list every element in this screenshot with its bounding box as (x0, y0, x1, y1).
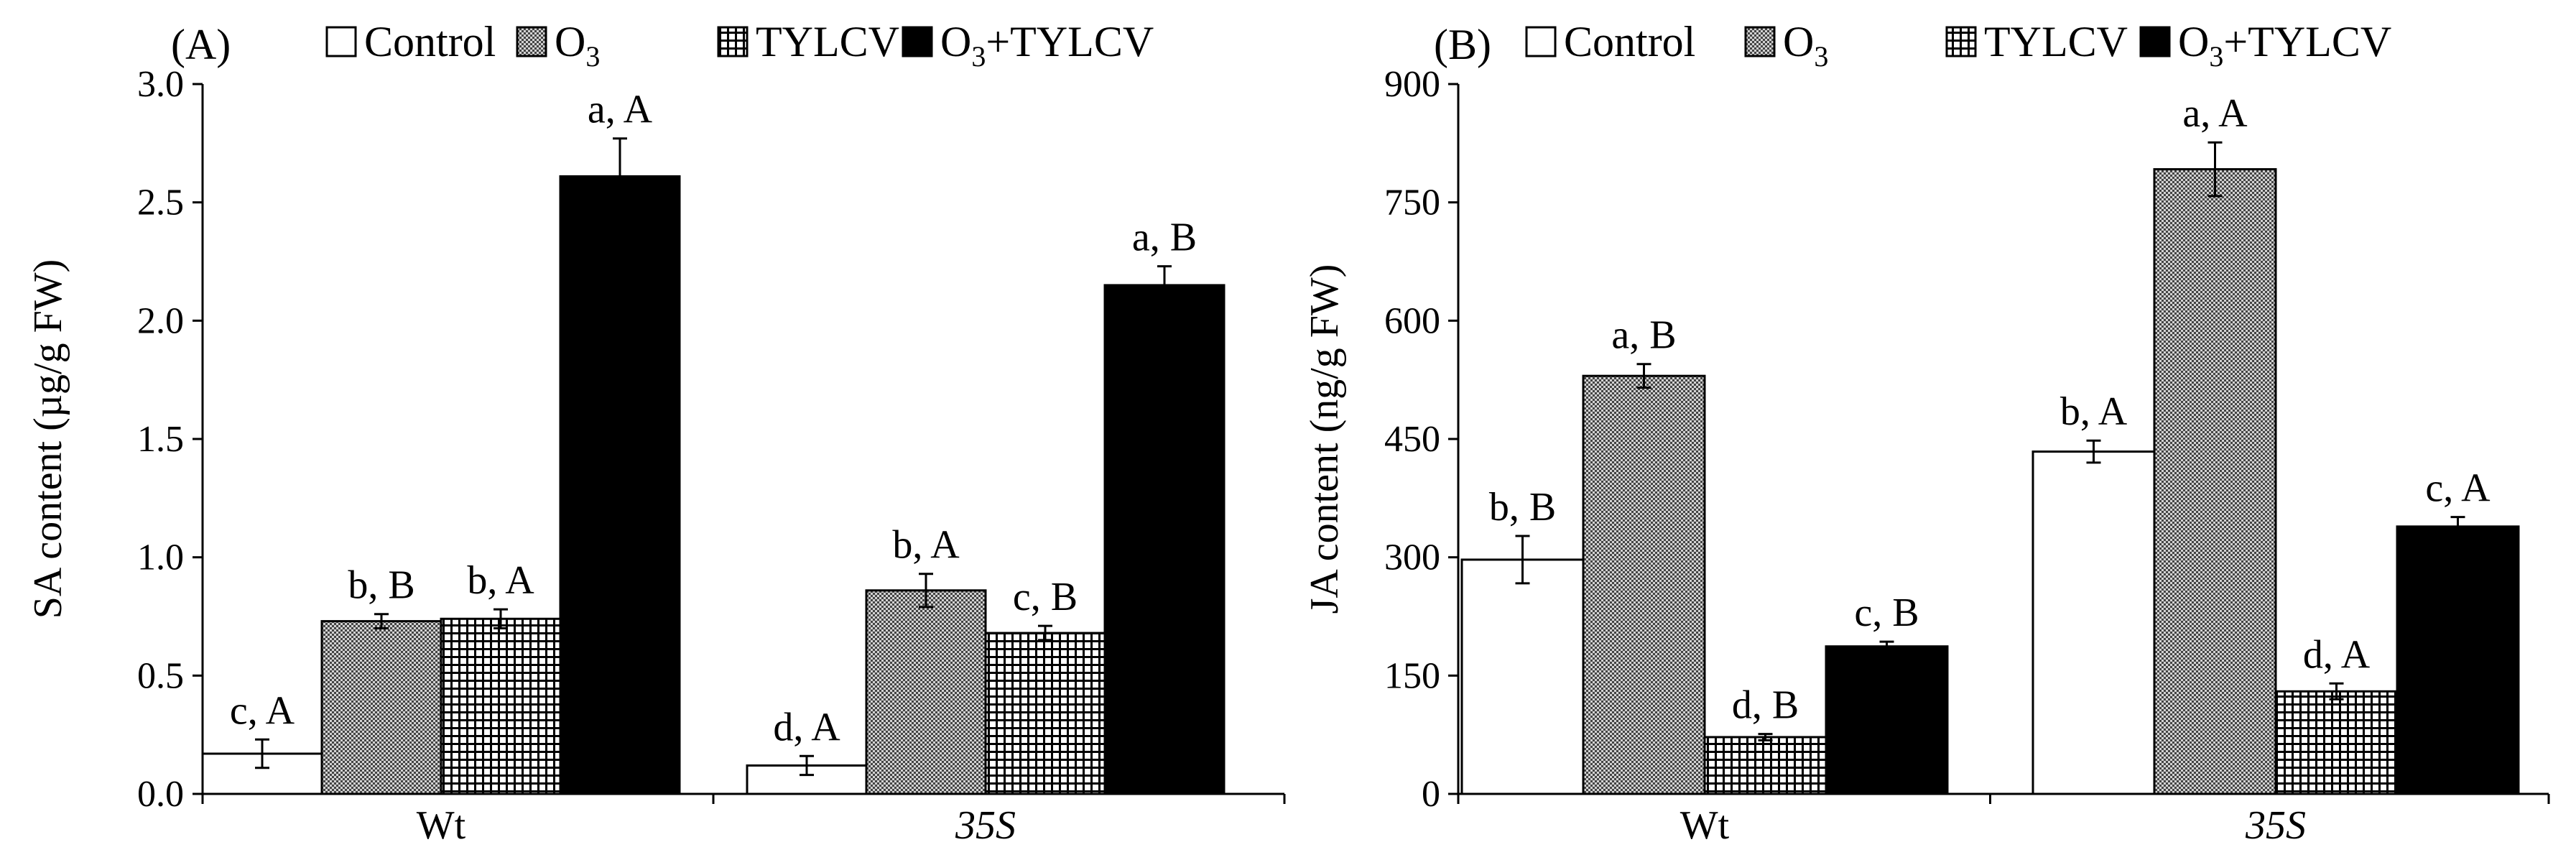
x-category-label: 35S (955, 803, 1016, 848)
legend-label: O3+TYLCV (2178, 18, 2391, 73)
bar (1703, 736, 1827, 795)
y-axis-label: SA content (µg/g FW) (26, 259, 70, 619)
data-label: b, A (892, 523, 960, 568)
data-label: b, B (1489, 485, 1556, 530)
legend-label: O3 (1783, 18, 1828, 73)
bar (1582, 374, 1706, 795)
legend-swatch (717, 26, 749, 57)
legend-swatch (1525, 26, 1557, 57)
y-axis-label: JA content (ng/g FW) (1302, 264, 1347, 614)
y-tick-label: 3.0 (137, 64, 184, 105)
x-category-label: Wt (417, 803, 466, 848)
data-label: a, B (1132, 216, 1197, 260)
y-tick-label: 0.0 (137, 774, 184, 815)
bar (2153, 168, 2277, 795)
bar (1103, 284, 1226, 795)
y-tick-label: 1.5 (137, 419, 184, 460)
data-label: b, A (2060, 389, 2128, 434)
legend-label: O3+TYLCV (940, 18, 1154, 73)
data-label: d, A (2303, 632, 2371, 677)
bar (440, 617, 562, 795)
legend-swatch (1945, 26, 1977, 57)
legend-swatch (1744, 26, 1776, 57)
data-label: b, B (348, 563, 414, 608)
panel-label: (B) (1434, 21, 1491, 68)
panel-a: SA content (µg/g FW) 0.0 0.5 1.0 1.5 2.0 2.5 3.… (26, 18, 1286, 848)
y-tick-label: 450 (1384, 419, 1440, 460)
data-label: a, B (1611, 313, 1676, 358)
y-tick-label: 750 (1384, 182, 1440, 223)
y-tick-label: 600 (1384, 300, 1440, 341)
y-tick-label: 2.5 (137, 182, 184, 223)
data-label: a, A (2182, 91, 2248, 136)
y-tick-label: 0.5 (137, 655, 184, 696)
bar (984, 632, 1106, 795)
x-category-label: Wt (1680, 803, 1730, 848)
bar (865, 589, 987, 795)
data-label: d, B (1732, 683, 1799, 728)
bar (2031, 450, 2156, 795)
data-label: d, A (773, 705, 840, 749)
legend-label: TYLCV (1984, 18, 2128, 65)
panel-label: (A) (171, 21, 231, 68)
data-label: c, A (230, 688, 295, 733)
bar (320, 620, 443, 795)
y-tick-label: 900 (1384, 64, 1440, 105)
y-tick-label: 2.0 (137, 300, 184, 341)
y-tick-label: 300 (1384, 537, 1440, 578)
data-label: b, A (467, 558, 534, 603)
bar (1460, 558, 1585, 795)
legend-label: Control (364, 18, 496, 65)
y-tick-label: 0 (1422, 774, 1440, 815)
bar (2274, 690, 2399, 795)
legend-swatch (325, 26, 357, 57)
panel-b: JA content (ng/g FW) 0 150 300 450 600 750 900 b… (1302, 18, 2550, 848)
data-label: a, A (588, 88, 653, 132)
data-label: c, B (1854, 591, 1919, 635)
y-tick-label: 1.0 (137, 537, 184, 578)
bar (1825, 645, 1949, 795)
legend-swatch (516, 26, 547, 57)
bar (559, 175, 681, 795)
bar (2396, 525, 2520, 795)
x-category-label: 35S (2245, 803, 2306, 848)
data-label: c, B (1013, 575, 1078, 619)
legend-swatch (2139, 26, 2171, 57)
legend-label: Control (1564, 18, 1695, 65)
data-label: c, A (2425, 466, 2491, 511)
legend-swatch (902, 26, 933, 57)
y-tick-label: 150 (1384, 655, 1440, 696)
legend-label: O3 (555, 18, 600, 73)
legend-label: TYLCV (756, 18, 899, 65)
